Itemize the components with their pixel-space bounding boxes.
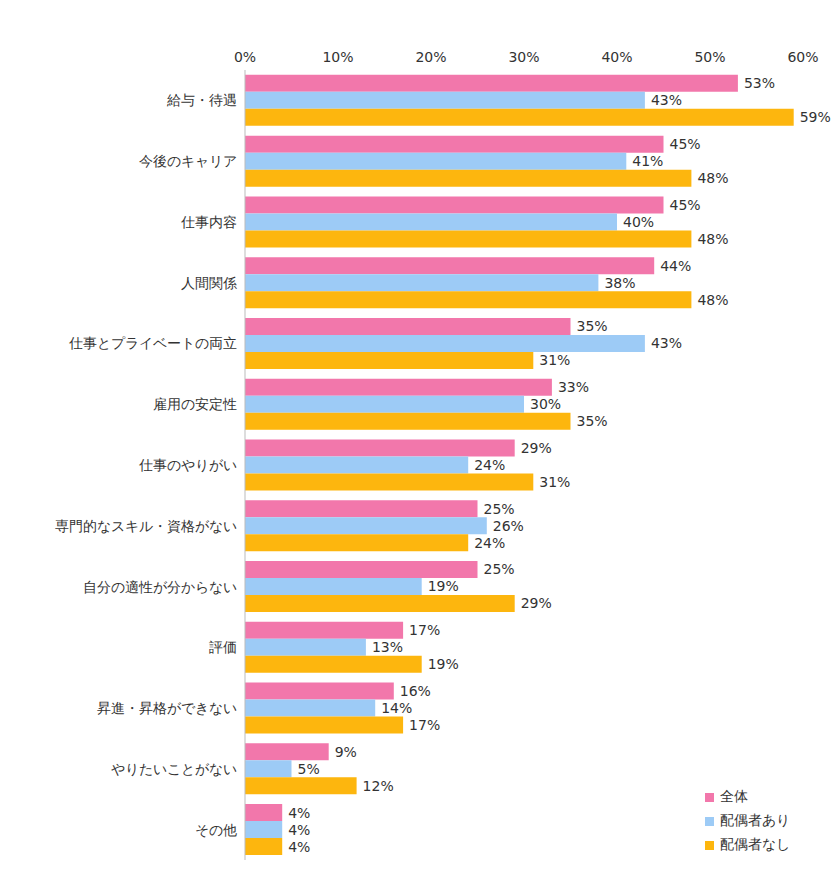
svg-text:19%: 19% bbox=[428, 578, 459, 594]
svg-text:自分の適性が分からない: 自分の適性が分からない bbox=[83, 579, 237, 595]
svg-text:12%: 12% bbox=[363, 778, 394, 794]
svg-text:24%: 24% bbox=[474, 535, 505, 551]
svg-text:今後のキャリア: 今後のキャリア bbox=[139, 153, 237, 169]
svg-text:53%: 53% bbox=[744, 75, 775, 91]
html-text:配偶者あり: 配偶者あり bbox=[720, 812, 790, 828]
svg-text:仕事のやりがい: 仕事のやりがい bbox=[138, 457, 237, 473]
svg-text:専門的なスキル・資格がない: 専門的なスキル・資格がない bbox=[55, 518, 237, 534]
svg-text:9%: 9% bbox=[335, 744, 357, 760]
svg-text:29%: 29% bbox=[521, 595, 552, 611]
svg-text:4%: 4% bbox=[288, 822, 310, 838]
svg-text:45%: 45% bbox=[670, 136, 701, 152]
svg-text:44%: 44% bbox=[660, 258, 691, 274]
html-text:全体: 全体 bbox=[720, 788, 748, 804]
svg-text:45%: 45% bbox=[670, 197, 701, 213]
svg-text:38%: 38% bbox=[604, 275, 635, 291]
svg-text:14%: 14% bbox=[381, 700, 412, 716]
svg-text:48%: 48% bbox=[697, 231, 728, 247]
svg-text:雇用の安定性: 雇用の安定性 bbox=[153, 396, 237, 412]
svg-text:給与・待遇: 給与・待遇 bbox=[166, 92, 237, 108]
svg-text:0%: 0% bbox=[234, 49, 256, 65]
svg-text:48%: 48% bbox=[697, 170, 728, 186]
svg-text:10%: 10% bbox=[322, 49, 353, 65]
svg-text:48%: 48% bbox=[697, 292, 728, 308]
svg-text:仕事内容: 仕事内容 bbox=[180, 214, 237, 230]
svg-text:31%: 31% bbox=[539, 352, 570, 368]
svg-text:59%: 59% bbox=[800, 109, 831, 125]
svg-text:評価: 評価 bbox=[209, 639, 237, 655]
svg-text:29%: 29% bbox=[521, 440, 552, 456]
svg-text:24%: 24% bbox=[474, 457, 505, 473]
svg-text:25%: 25% bbox=[484, 561, 515, 577]
svg-text:13%: 13% bbox=[372, 639, 403, 655]
svg-text:昇進・昇格ができない: 昇進・昇格ができない bbox=[97, 700, 237, 716]
svg-text:30%: 30% bbox=[508, 49, 539, 65]
svg-text:30%: 30% bbox=[530, 396, 561, 412]
svg-text:17%: 17% bbox=[409, 717, 440, 733]
svg-text:60%: 60% bbox=[787, 49, 818, 65]
svg-text:35%: 35% bbox=[577, 413, 608, 429]
svg-text:20%: 20% bbox=[415, 49, 446, 65]
svg-text:仕事とプライベートの両立: 仕事とプライベートの両立 bbox=[68, 335, 237, 351]
svg-text:4%: 4% bbox=[288, 805, 310, 821]
svg-text:33%: 33% bbox=[558, 379, 589, 395]
svg-text:4%: 4% bbox=[288, 839, 310, 855]
svg-text:5%: 5% bbox=[298, 761, 320, 777]
svg-text:31%: 31% bbox=[539, 474, 570, 490]
svg-text:25%: 25% bbox=[484, 501, 515, 517]
svg-text:40%: 40% bbox=[601, 49, 632, 65]
svg-text:40%: 40% bbox=[623, 214, 654, 230]
svg-text:17%: 17% bbox=[409, 622, 440, 638]
svg-text:35%: 35% bbox=[577, 318, 608, 334]
svg-text:やりたいことがない: やりたいことがない bbox=[111, 761, 237, 777]
svg-text:人間関係: 人間関係 bbox=[181, 275, 237, 291]
svg-text:その他: その他 bbox=[195, 822, 237, 838]
svg-text:26%: 26% bbox=[493, 518, 524, 534]
svg-text:50%: 50% bbox=[694, 49, 725, 65]
svg-text:16%: 16% bbox=[400, 683, 431, 699]
svg-text:41%: 41% bbox=[632, 153, 663, 169]
svg-text:19%: 19% bbox=[428, 656, 459, 672]
svg-text:43%: 43% bbox=[651, 92, 682, 108]
svg-text:43%: 43% bbox=[651, 335, 682, 351]
html-text:配偶者なし: 配偶者なし bbox=[720, 836, 790, 852]
